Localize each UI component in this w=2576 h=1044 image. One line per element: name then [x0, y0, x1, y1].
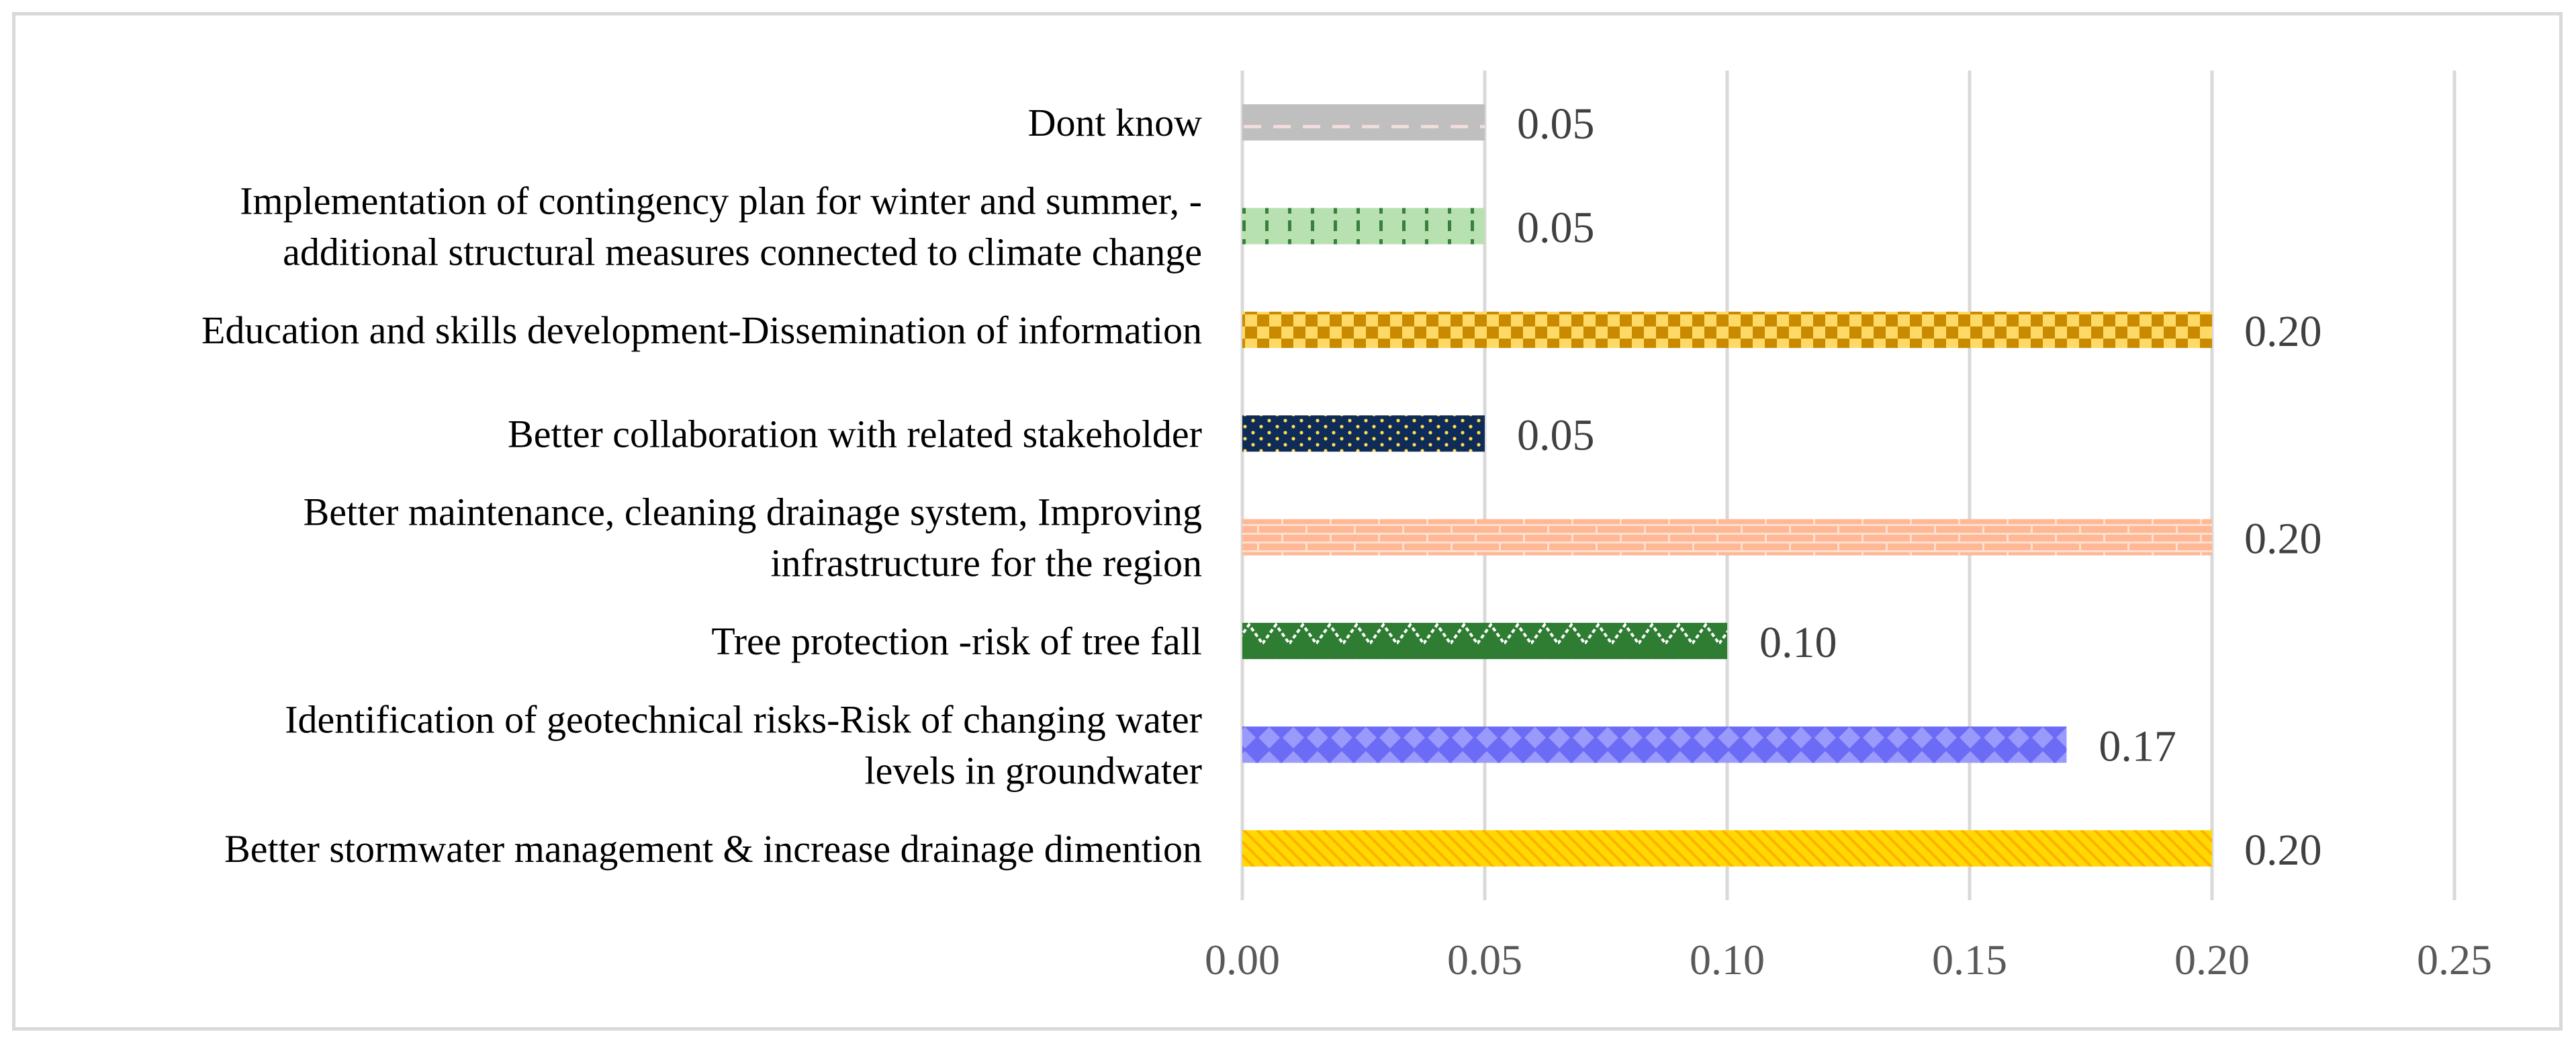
category-label: additional structural measures connected…	[283, 230, 1202, 274]
bar	[1242, 830, 2212, 867]
x-tick-label: 0.10	[1690, 936, 1765, 984]
category-label: Better collaboration with related stakeh…	[508, 412, 1202, 455]
data-label: 0.20	[2244, 826, 2322, 875]
category-label: Implementation of contingency plan for w…	[240, 179, 1202, 223]
data-label: 0.10	[1759, 618, 1837, 667]
category-label: Tree protection -risk of tree fall	[711, 619, 1202, 663]
category-label: Dont know	[1028, 101, 1203, 144]
x-tick-label: 0.20	[2174, 936, 2250, 984]
data-label: 0.17	[2099, 722, 2176, 771]
bar	[1242, 726, 2067, 763]
data-label: 0.05	[1517, 99, 1595, 148]
category-label: levels in groundwater	[864, 748, 1202, 792]
category-label: infrastructure for the region	[770, 541, 1202, 585]
bar	[1242, 208, 1485, 245]
x-tick-label: 0.00	[1205, 936, 1280, 984]
bar	[1242, 623, 1727, 660]
data-label: 0.20	[2244, 307, 2322, 356]
x-tick-label: 0.15	[1932, 936, 2007, 984]
category-label: Better stormwater management & increase …	[224, 827, 1202, 871]
bar	[1242, 104, 1485, 141]
category-label: Education and skills development-Dissemi…	[201, 308, 1202, 352]
x-tick-label: 0.25	[2417, 936, 2492, 984]
bar	[1242, 311, 2212, 348]
labels: 0.00 0.05 0.10 0.15 0.20 0.25 Dont know 0.05 Imp…	[201, 99, 2492, 984]
category-label: Better maintenance, cleaning drainage sy…	[304, 490, 1202, 534]
gridlines	[1240, 71, 2456, 900]
bar	[1242, 519, 2212, 556]
data-label: 0.20	[2244, 515, 2322, 564]
x-tick-label: 0.05	[1447, 936, 1522, 984]
data-label: 0.05	[1517, 410, 1595, 460]
bar	[1242, 415, 1485, 452]
data-label: 0.05	[1517, 204, 1595, 253]
category-label: Identification of geotechnical risks-Ris…	[285, 697, 1202, 741]
bars	[1242, 104, 2212, 867]
